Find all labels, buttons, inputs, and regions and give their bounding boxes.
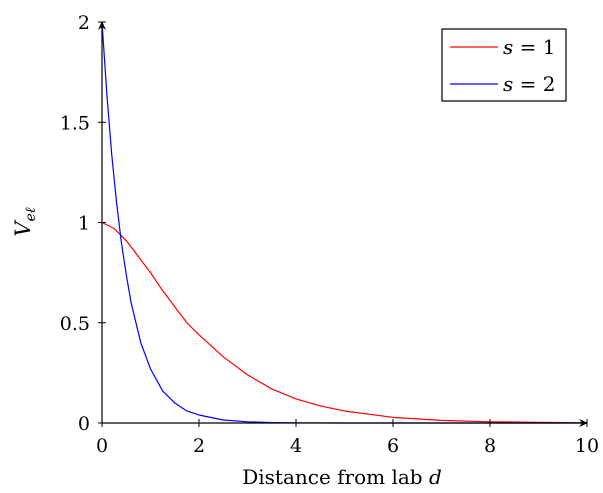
y-tick-label: 1.5 bbox=[60, 112, 90, 134]
y-ticks: 0 0.5 1 1.5 2 bbox=[60, 12, 106, 435]
x-tick-label: 4 bbox=[290, 435, 302, 457]
y-tick-label: 0 bbox=[78, 413, 90, 435]
legend-box bbox=[441, 28, 567, 102]
x-axis-label: Distance from lab d bbox=[242, 465, 442, 489]
legend-label-s1: s = 1 bbox=[503, 35, 555, 59]
x-tick-label: 8 bbox=[484, 435, 496, 457]
axes bbox=[98, 21, 588, 427]
x-ticks: 0 2 4 6 8 10 bbox=[96, 419, 599, 457]
x-tick-label: 6 bbox=[387, 435, 399, 457]
y-axis-arrowhead bbox=[98, 21, 106, 30]
series-line-s1 bbox=[101, 221, 588, 424]
legend-label-s2: s = 2 bbox=[503, 72, 555, 96]
x-tick-label: 2 bbox=[193, 435, 205, 457]
y-tick-label: 1 bbox=[78, 213, 90, 235]
x-tick-label: 0 bbox=[96, 435, 108, 457]
x-axis-arrowhead bbox=[579, 419, 588, 427]
x-tick-label: 10 bbox=[575, 435, 599, 457]
y-tick-label: 0.5 bbox=[60, 313, 90, 335]
y-axis-label: Veℓ bbox=[11, 207, 39, 236]
y-tick-label: 2 bbox=[78, 12, 90, 34]
legend: s = 1 s = 2 bbox=[441, 28, 567, 102]
